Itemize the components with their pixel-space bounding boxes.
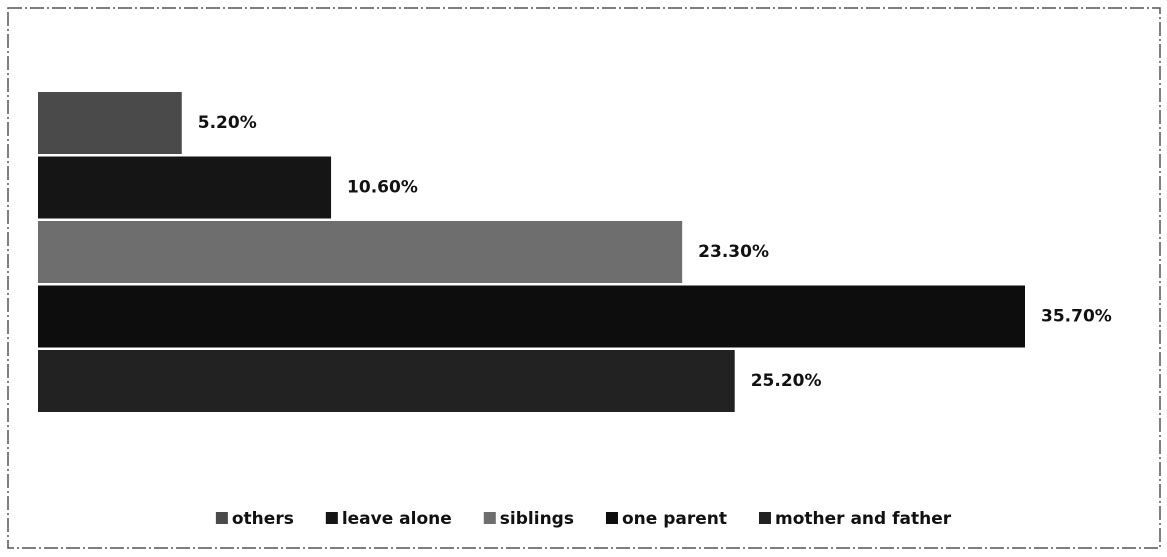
- legend-label: mother and father: [775, 509, 952, 529]
- bar: [38, 92, 182, 154]
- value-label: 25.20%: [751, 371, 822, 391]
- legend-marker: [758, 512, 771, 524]
- value-label: 35.70%: [1041, 307, 1112, 327]
- legend-label: siblings: [500, 509, 574, 529]
- legend-marker: [483, 512, 496, 524]
- bar: [38, 221, 683, 283]
- value-label: 5.20%: [198, 113, 257, 133]
- value-label: 23.30%: [698, 242, 769, 262]
- legend-label: others: [232, 509, 294, 529]
- bar: [38, 285, 1025, 348]
- legend-marker: [215, 512, 228, 524]
- legend-marker: [605, 512, 618, 524]
- value-label: 10.60%: [347, 178, 418, 198]
- legend-label: leave alone: [342, 509, 452, 529]
- legend-label: one parent: [622, 509, 727, 529]
- bar: [38, 156, 332, 219]
- bar: [38, 350, 735, 412]
- legend-marker: [325, 512, 338, 524]
